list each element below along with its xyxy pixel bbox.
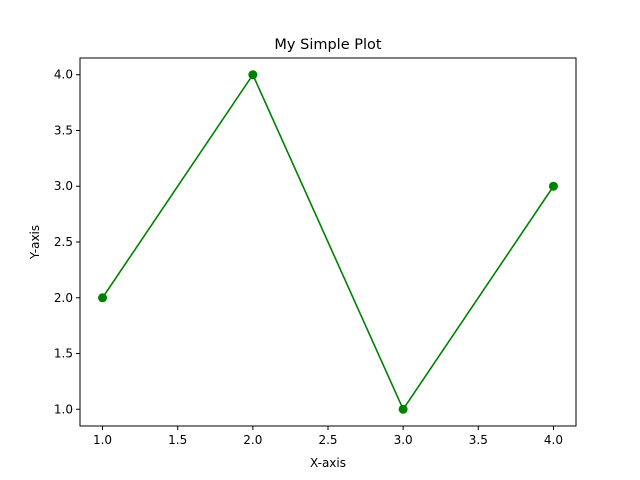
x-tick-label: 3.5 bbox=[469, 433, 488, 447]
plot-frame bbox=[79, 57, 577, 427]
x-tick-label: 4.0 bbox=[544, 433, 563, 447]
x-tick-label: 2.5 bbox=[318, 433, 337, 447]
series-layer bbox=[98, 70, 558, 414]
y-tick-label: 2.0 bbox=[54, 291, 73, 305]
x-tick-label: 1.0 bbox=[93, 433, 112, 447]
data-point bbox=[548, 181, 558, 191]
data-point bbox=[248, 70, 258, 80]
x-axis-label: X-axis bbox=[310, 456, 346, 470]
data-point bbox=[398, 404, 408, 414]
y-tick-label: 1.0 bbox=[54, 402, 73, 416]
x-tick-label: 2.0 bbox=[243, 433, 262, 447]
series-line bbox=[101, 73, 555, 411]
y-tick-label: 3.5 bbox=[54, 123, 73, 137]
y-tick-label: 2.5 bbox=[54, 235, 73, 249]
x-tick-label: 1.5 bbox=[168, 433, 187, 447]
x-axis-ticks: 1.0 1.5 2.0 2.5 3.0 3.5 4.0 bbox=[93, 426, 563, 447]
chart-title: My Simple Plot bbox=[274, 37, 381, 53]
y-axis-ticks: 1.0 1.5 2.0 2.5 3.0 3.5 4.0 bbox=[54, 68, 80, 416]
y-tick-label: 4.0 bbox=[54, 68, 73, 82]
y-tick-label: 3.0 bbox=[54, 179, 73, 193]
data-point bbox=[98, 293, 108, 303]
x-tick-label: 3.0 bbox=[394, 433, 413, 447]
y-axis-label: Y-axis bbox=[28, 225, 42, 260]
y-tick-label: 1.5 bbox=[54, 347, 73, 361]
